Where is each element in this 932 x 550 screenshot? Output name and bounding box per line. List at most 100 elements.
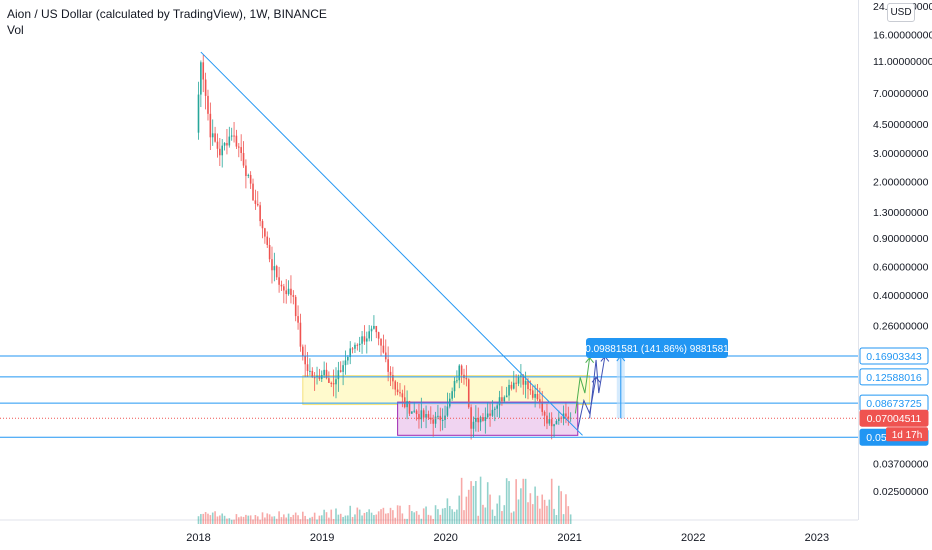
volume-bar: [448, 505, 451, 524]
volume-bar: [565, 494, 567, 524]
volume-bar: [458, 495, 461, 524]
candle-body: [373, 325, 375, 329]
candle-body: [335, 379, 337, 385]
candle-body: [325, 369, 328, 379]
candle-body: [472, 421, 475, 429]
candle-body: [328, 378, 330, 383]
volume-bar: [219, 515, 221, 524]
price-tag-label: 0.16903343: [866, 351, 922, 363]
volume-bar: [351, 516, 354, 524]
candle-body: [394, 381, 397, 390]
candle-body: [339, 370, 342, 372]
volume-bar: [479, 476, 482, 524]
volume-bar: [453, 511, 456, 524]
candle-body: [406, 401, 408, 408]
candle-body: [292, 295, 295, 297]
candle-body: [347, 357, 349, 361]
volume-bar: [297, 515, 299, 524]
drawings-layer[interactable]: 0.09881581 (141.86%) 9881581: [0, 51, 858, 438]
candle-body: [503, 397, 506, 402]
volume-bar: [418, 514, 420, 524]
y-tick-label: 3.00000000: [873, 148, 929, 160]
candle-body: [427, 414, 430, 418]
candle-body: [550, 419, 553, 427]
volume-bar: [294, 512, 297, 524]
yellow-range-box: [302, 375, 591, 406]
volume-bar: [266, 513, 269, 524]
candle-body: [411, 411, 413, 414]
volume-bar: [292, 514, 295, 524]
volume-bar: [216, 516, 219, 524]
volume-bar: [311, 516, 314, 524]
volume-bar: [354, 514, 356, 524]
volume-bar: [553, 508, 555, 524]
volume-bar: [323, 509, 325, 524]
volume-bar: [550, 478, 553, 524]
volume-bar: [396, 505, 399, 524]
volume-indicator-label[interactable]: Vol: [7, 23, 24, 37]
candle-body: [247, 174, 250, 176]
volume-bar: [380, 509, 382, 524]
volume-bar: [316, 519, 318, 524]
volume-bar: [256, 516, 259, 524]
candle-body: [558, 417, 560, 421]
volume-bar: [283, 514, 285, 524]
candle-body: [446, 406, 449, 416]
candle-body: [539, 399, 541, 403]
candle-body: [240, 147, 242, 154]
volume-bar: [228, 518, 231, 524]
candle-body: [304, 355, 306, 365]
price-tag-label: 0.08673725: [866, 398, 922, 410]
candle-body: [354, 344, 356, 349]
volume-bar: [477, 515, 480, 524]
volume-bar: [264, 517, 266, 524]
candle-body: [420, 410, 423, 420]
y-tick-label: 0.60000000: [873, 262, 929, 274]
volume-bar: [389, 507, 392, 524]
candle-body: [342, 365, 344, 372]
candle-body: [453, 380, 456, 392]
candle-body: [505, 395, 508, 398]
x-tick-label: 2019: [310, 532, 334, 544]
candle-body: [565, 413, 567, 417]
candle-body: [403, 397, 406, 408]
candle-body: [302, 346, 304, 356]
volume-bar: [207, 513, 209, 524]
volume-bar: [363, 512, 366, 524]
candle-body: [517, 377, 520, 384]
volume-bar: [299, 519, 302, 524]
volume-bar: [249, 515, 252, 524]
candle-body: [230, 135, 233, 137]
candle-body: [226, 142, 228, 146]
candle-body: [413, 410, 416, 412]
volume-bar: [520, 488, 522, 524]
volume-bar: [486, 482, 489, 524]
volume-bar: [226, 518, 228, 524]
measure-label: 0.09881581 (141.86%) 9881581: [585, 344, 729, 355]
volume-bar: [494, 515, 496, 524]
candle-body: [415, 410, 418, 415]
volume-bar: [320, 515, 323, 524]
candle-body: [223, 142, 226, 146]
x-tick-label: 2018: [186, 532, 210, 544]
candle-body: [456, 380, 458, 382]
candle-body: [358, 343, 361, 346]
volume-bar: [200, 514, 202, 524]
currency-button[interactable]: USD: [887, 3, 915, 22]
candle-body: [486, 413, 489, 418]
volume-bar: [411, 511, 413, 524]
volume-bar: [441, 508, 444, 524]
candle-body: [233, 135, 235, 137]
volume-bar: [197, 516, 200, 524]
volume-bar: [539, 508, 541, 524]
volume-bar: [358, 509, 361, 524]
x-tick-label: 2023: [805, 532, 829, 544]
volume-bar: [223, 515, 226, 524]
candle-body: [508, 384, 510, 396]
volume-bar: [214, 511, 216, 524]
volume-bar: [202, 513, 205, 524]
candle-body: [349, 348, 352, 358]
volume-bar: [247, 515, 250, 524]
candle-body: [268, 245, 271, 260]
